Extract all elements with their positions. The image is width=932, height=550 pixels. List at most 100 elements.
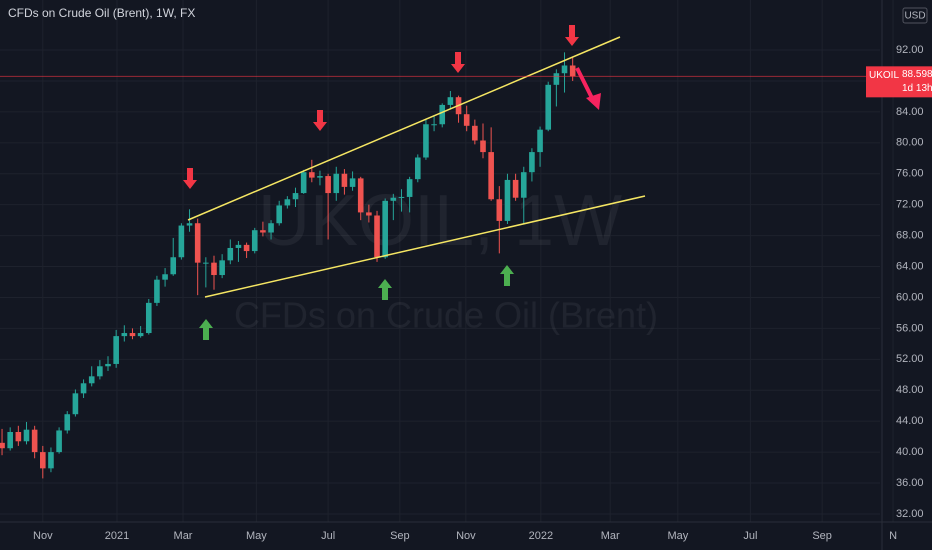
y-tick-label: 60.00 [896, 291, 924, 303]
candle-body [219, 260, 225, 276]
price-tag-box [866, 66, 932, 98]
down-arrow [451, 52, 465, 73]
candle-body [268, 223, 274, 233]
candle-body [569, 65, 576, 77]
currency-box[interactable] [902, 7, 928, 24]
grid [0, 0, 894, 522]
candle-body [80, 383, 87, 394]
candle-body [390, 197, 397, 201]
candle-body [137, 333, 144, 337]
candle-body [414, 157, 421, 180]
candle-body [300, 172, 307, 194]
candle-body [463, 114, 470, 126]
candle-body [203, 262, 209, 264]
upper-trendline [187, 36, 621, 221]
forecast-arrow-shaft [575, 67, 594, 99]
y-tick-label: 56.00 [896, 322, 924, 334]
price-tag-symbol: UKOIL [869, 70, 899, 81]
x-tick-label: Jul [321, 530, 335, 542]
y-tick-label: 36.00 [896, 477, 924, 489]
candle-body [31, 429, 38, 453]
candle-body [537, 129, 543, 153]
candle-body [113, 336, 119, 364]
candle-body [341, 173, 348, 187]
candle-body [382, 200, 388, 258]
y-tick-label: 68.00 [896, 230, 924, 242]
candle-body [349, 178, 356, 187]
candle-body [243, 244, 250, 252]
y-tick-label: 44.00 [896, 415, 924, 427]
candle-body [178, 225, 185, 258]
y-tick-label: 48.00 [896, 384, 924, 396]
down-arrow [313, 110, 327, 131]
candle-body [39, 452, 46, 469]
candle-body [333, 173, 340, 194]
candle-body [56, 430, 62, 453]
price-tag-value: 88.598 [902, 69, 932, 80]
candle-body [211, 262, 217, 276]
candle-body [72, 393, 79, 415]
candle-body [64, 414, 71, 431]
up-arrows [199, 265, 514, 340]
x-tick-label: Mar [174, 530, 193, 542]
y-tick-label: 84.00 [896, 106, 924, 118]
candle-body [561, 65, 568, 74]
y-tick-label: 80.00 [896, 137, 924, 149]
y-tick-label: 76.00 [896, 168, 924, 180]
candle-body [235, 244, 242, 248]
candle-body [357, 178, 364, 213]
candle-body [406, 179, 413, 197]
candle-body [553, 73, 560, 85]
candle-body [423, 124, 429, 158]
down-arrow [565, 25, 579, 46]
candle-body [129, 333, 136, 337]
candle-body [186, 223, 193, 226]
candle-body [194, 223, 201, 263]
forecast-arrow [575, 67, 601, 110]
candle-body [480, 140, 486, 153]
candle-body [48, 452, 54, 469]
watermark: UKOIL, 1W [258, 181, 622, 261]
candle-body [251, 230, 258, 252]
x-tick-label: May [667, 530, 688, 542]
candle-body [23, 429, 30, 442]
candle-body [154, 279, 160, 303]
candle-body [0, 442, 5, 449]
watermark-subtitle: CFDs on Crude Oil (Brent) [234, 295, 658, 336]
up-arrow [199, 319, 213, 340]
candle-body [7, 431, 13, 449]
lower-trendline [204, 195, 646, 298]
forecast-arrow-head [586, 93, 601, 110]
candle-body [512, 179, 519, 198]
y-tick-label: 52.00 [896, 353, 924, 365]
down-arrow [183, 168, 197, 189]
y-tick-label: 32.00 [896, 508, 924, 520]
up-arrow [500, 265, 514, 286]
candle-body [162, 274, 168, 280]
candle-body [374, 215, 380, 258]
candle-body [545, 84, 552, 130]
candle-body [529, 152, 535, 173]
candle-body [284, 199, 291, 206]
x-tick-label: 2022 [529, 530, 553, 542]
candle-body [227, 247, 234, 261]
candle-body [398, 196, 405, 198]
x-tick-label: Mar [601, 530, 620, 542]
candle-body [309, 172, 315, 178]
candle-body [439, 104, 446, 125]
candle-body [447, 97, 454, 105]
currency[interactable]: USD [904, 11, 925, 22]
x-tick-label: Jul [743, 530, 757, 542]
candle-body [292, 193, 299, 200]
x-tick-label: Nov [456, 530, 476, 542]
price-tag: UKOIL 88.598 1d 13h [866, 66, 932, 98]
up-arrow [378, 279, 392, 300]
candle-body [317, 176, 323, 178]
candle-body [170, 257, 177, 275]
candle-body [325, 176, 331, 194]
candle-body [520, 172, 527, 198]
y-tick-label: 64.00 [896, 260, 924, 272]
candle-body [121, 333, 128, 337]
candle-body [431, 124, 437, 126]
